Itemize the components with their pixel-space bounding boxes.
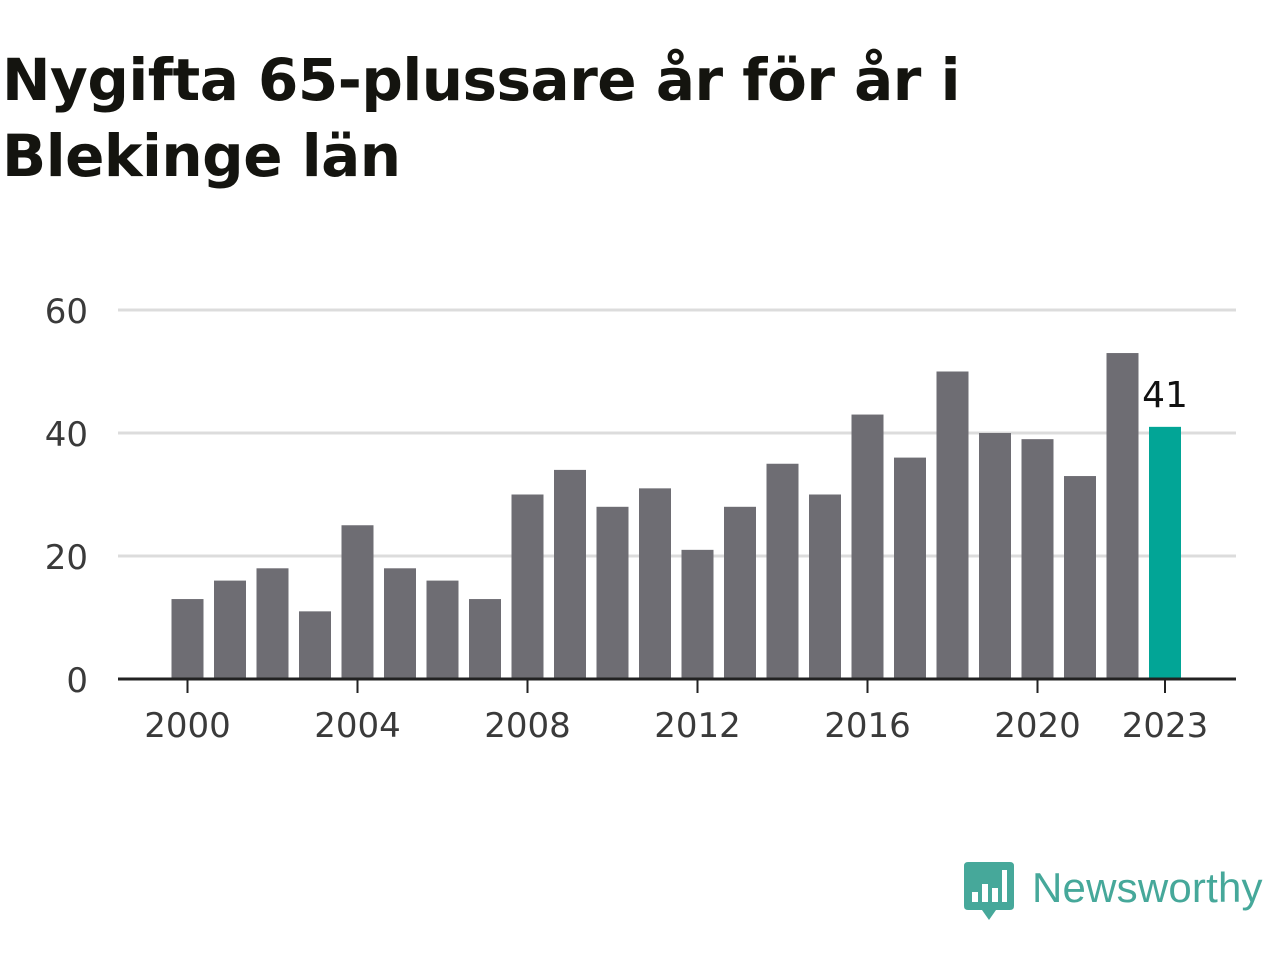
bar [596, 506, 629, 679]
chart-title: Nygifta 65-plussare år för år i Blekinge… [2, 46, 960, 190]
y-tick-label: 20 [45, 538, 88, 578]
bar [256, 568, 289, 679]
x-tick-label: 2016 [824, 706, 911, 746]
x-tick-label: 2000 [144, 706, 231, 746]
bar [214, 580, 246, 679]
bar [766, 463, 799, 679]
bar [1106, 353, 1139, 679]
newsworthy-logo: Newsworthy [964, 862, 1263, 926]
bar [299, 611, 331, 679]
bars [171, 353, 1181, 679]
bar [554, 469, 586, 679]
bar [724, 506, 756, 679]
y-tick-label: 40 [45, 415, 88, 455]
bar [171, 599, 204, 679]
x-tick-label: 2008 [484, 706, 571, 746]
x-tick-label: 2004 [314, 706, 401, 746]
bar-chart-speech-bubble-icon [964, 862, 1014, 920]
bar-highlight [1149, 426, 1181, 679]
bar [851, 414, 884, 679]
x-tick-label: 2020 [994, 706, 1081, 746]
tick-labels: 0 20 40 60 41 2000 2004 2008 2012 2016 2020 2023 [45, 292, 1209, 746]
y-tick-label: 0 [66, 661, 88, 701]
bar [384, 568, 416, 679]
bar [1064, 476, 1096, 679]
bar [936, 371, 969, 679]
bar [681, 549, 714, 679]
bar [341, 525, 374, 679]
bar [809, 494, 841, 679]
bar [639, 488, 671, 679]
bar [469, 599, 501, 679]
y-tick-label: 60 [45, 292, 88, 332]
data-label: 41 [1142, 375, 1188, 416]
bar [511, 494, 544, 679]
bar [979, 433, 1011, 679]
x-tick-label: 2012 [654, 706, 741, 746]
x-axis [118, 677, 1236, 693]
x-tick-label: 2023 [1122, 706, 1209, 746]
bar [1021, 439, 1054, 679]
bar [894, 457, 926, 679]
bar [426, 580, 459, 679]
brand-name: Newsworthy [1032, 864, 1263, 911]
